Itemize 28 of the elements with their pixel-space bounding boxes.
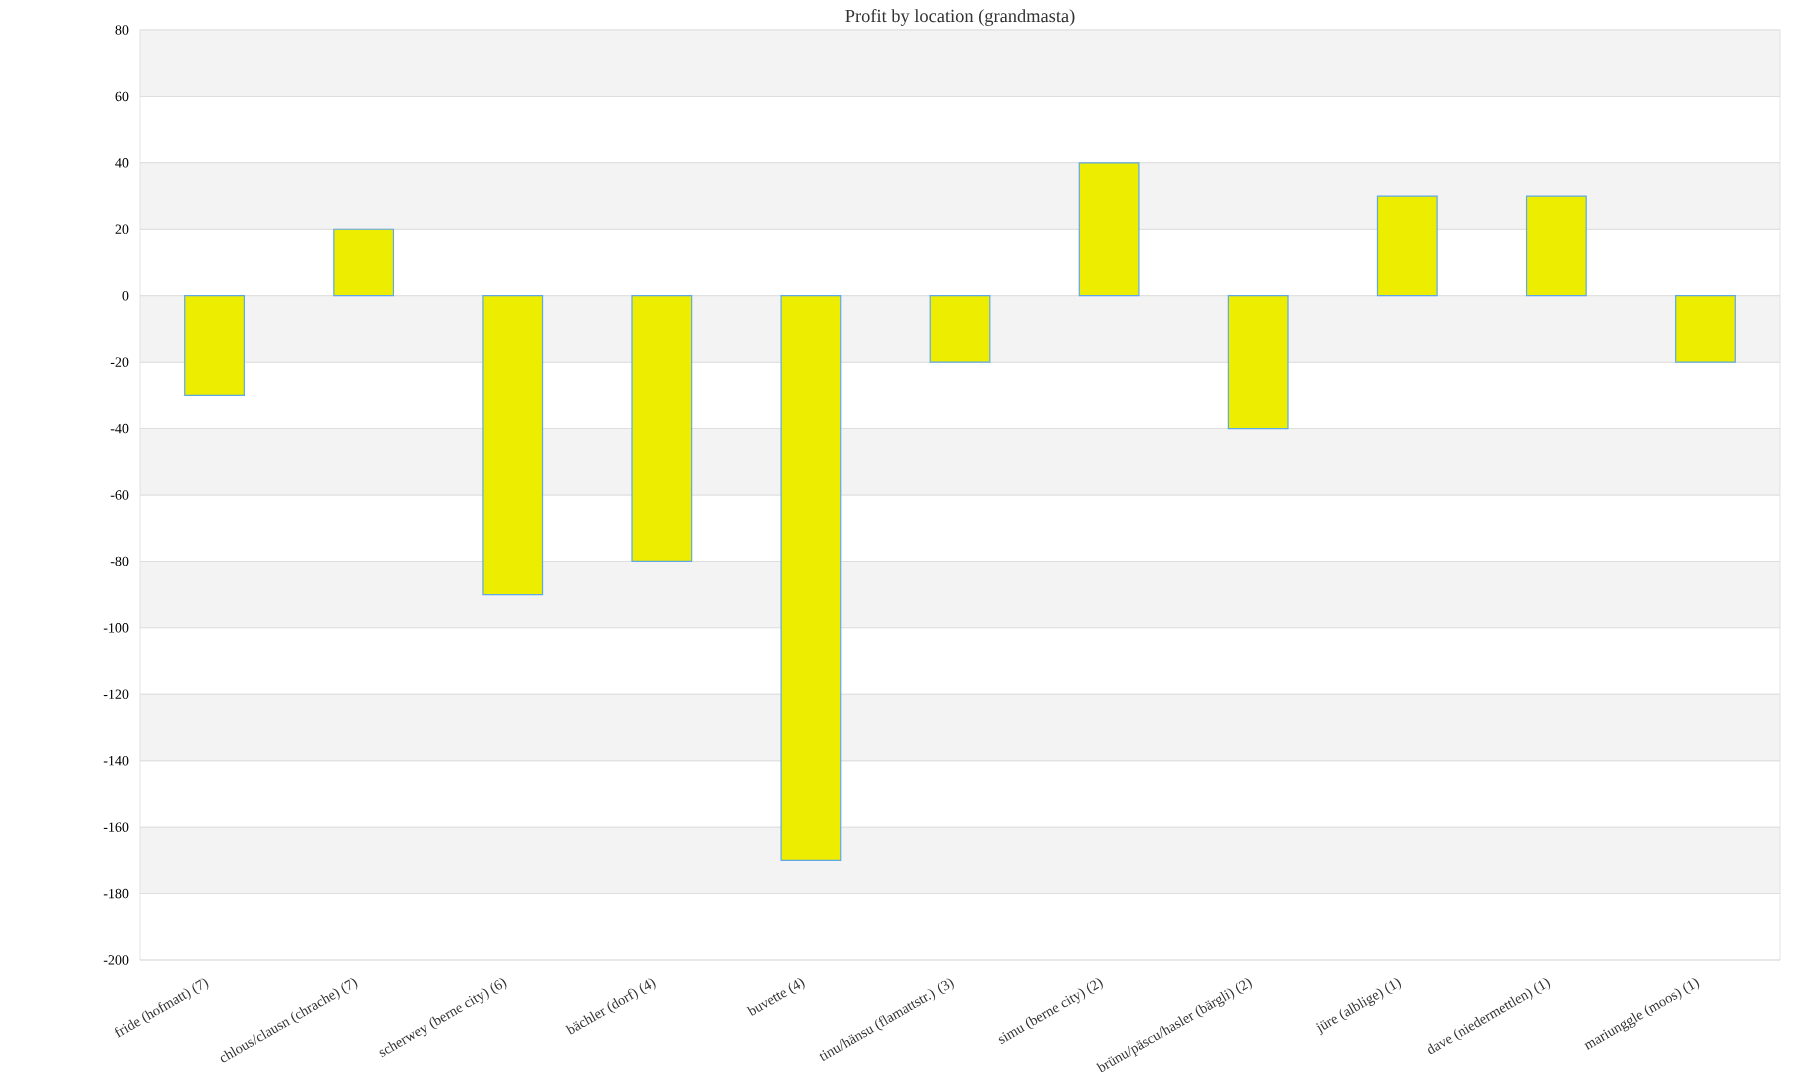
- y-tick-label: 0: [122, 290, 129, 301]
- bar: [1227, 295, 1289, 430]
- y-tick-label: -200: [103, 955, 129, 965]
- y-tick-label: -20: [110, 357, 129, 367]
- bar: [1078, 162, 1140, 297]
- bar: [333, 228, 395, 297]
- bar: [1525, 195, 1587, 297]
- bar: [631, 295, 693, 563]
- y-tick-label: -120: [103, 689, 129, 699]
- x-tick-label: simu (berne city) (2): [998, 978, 1103, 1044]
- bar: [929, 295, 991, 363]
- y-tick-label: 20: [115, 224, 129, 234]
- chart-title: Profit by location (grandmasta): [845, 9, 1075, 26]
- y-tick-label: 60: [115, 91, 129, 102]
- y-tick-label: -80: [110, 556, 129, 567]
- bar: [482, 295, 544, 596]
- y-tick-label: -100: [103, 623, 129, 633]
- y-tick-label: 40: [115, 158, 129, 168]
- y-tick-label: -140: [103, 755, 129, 766]
- y-tick-label: -60: [110, 490, 129, 500]
- y-tick-label: 80: [115, 25, 129, 35]
- y-tick-label: -160: [103, 822, 129, 832]
- y-tick-label: -180: [103, 888, 129, 899]
- bar: [1376, 195, 1438, 297]
- y-tick-label: -40: [110, 423, 129, 434]
- bar: [780, 295, 842, 861]
- bar: [184, 295, 245, 396]
- bar: [1675, 295, 1736, 363]
